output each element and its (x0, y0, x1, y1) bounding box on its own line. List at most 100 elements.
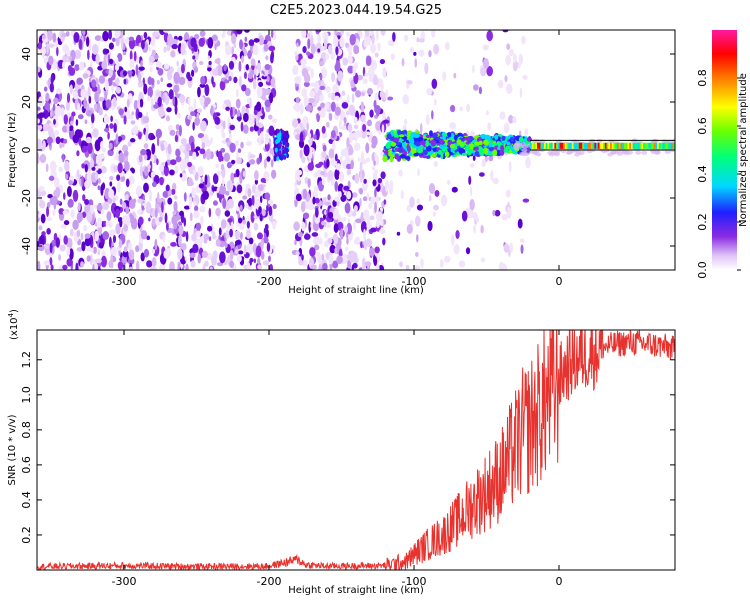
heatmap-cell (444, 41, 450, 51)
x-tick-label: -200 (257, 575, 282, 588)
heatmap-cell (324, 201, 332, 206)
heatmap-cell (373, 160, 376, 166)
heatmap-cell (469, 198, 475, 211)
heatmap-cell (231, 33, 237, 45)
heatmap-cell (374, 169, 378, 174)
heatmap-cell (278, 142, 282, 148)
heatmap-cell (122, 144, 129, 153)
heatmap-cell (229, 106, 233, 118)
heatmap-cell (71, 111, 76, 117)
heatmap-cell (550, 142, 555, 149)
heatmap-cell (112, 197, 116, 203)
heatmap-cell (354, 172, 360, 184)
heatmap-cell (570, 142, 574, 149)
heatmap-cell (344, 202, 351, 214)
heatmap-cell (520, 244, 524, 254)
heatmap-cell (604, 142, 609, 149)
heatmap-cell (87, 86, 91, 99)
heatmap-cell (419, 122, 423, 135)
heatmap-cell (386, 133, 392, 139)
heatmap-cell (97, 266, 101, 270)
heatmap-cell (375, 107, 380, 117)
heatmap-cell (313, 92, 320, 104)
heatmap-cell (398, 169, 403, 177)
heatmap-cell (76, 169, 80, 178)
heatmap-cell (334, 30, 337, 36)
heatmap-cell (115, 223, 121, 235)
heatmap-cell (82, 73, 89, 79)
heatmap-cell (317, 48, 321, 53)
heatmap-cell (97, 185, 101, 191)
heatmap-cell (250, 211, 255, 223)
heatmap-cell (369, 109, 374, 118)
heatmap-cell (501, 135, 506, 141)
heatmap-cell (427, 220, 433, 232)
heatmap-cell (582, 142, 586, 149)
heatmap-cell (98, 96, 105, 102)
heatmap-cell (485, 110, 489, 116)
heatmap-cell (69, 84, 73, 94)
heatmap-cell (76, 77, 84, 85)
heatmap-cell (516, 142, 523, 147)
heatmap-cell (280, 155, 284, 161)
heatmap-cell (199, 83, 206, 88)
heatmap-cell (611, 142, 615, 149)
heatmap-cell (108, 188, 115, 199)
heatmap-cell (646, 142, 650, 149)
heatmap-cell (37, 244, 45, 252)
heatmap-cell (70, 210, 75, 218)
heatmap-cell (193, 43, 198, 53)
heatmap-cell (207, 37, 214, 49)
heatmap-cell (101, 147, 106, 153)
heatmap-cell (102, 231, 110, 240)
heatmap-cell (536, 142, 541, 149)
heatmap-cell (330, 101, 336, 112)
heatmap-cell (244, 87, 251, 97)
heatmap-cell (46, 227, 51, 235)
heatmap-cell (329, 262, 333, 270)
heatmap-cell (214, 116, 221, 125)
heatmap-cell (650, 142, 654, 149)
heatmap-cell (599, 142, 603, 149)
heatmap-cell (212, 230, 216, 240)
heatmap-cell (641, 150, 648, 155)
heatmap-cell (389, 41, 395, 47)
heatmap-cell (194, 205, 199, 212)
heatmap-cell (122, 70, 128, 77)
heatmap-cell (135, 245, 140, 253)
heatmap-cell (488, 141, 493, 149)
heatmap-cell (175, 148, 181, 158)
heatmap-cell (118, 108, 124, 116)
heatmap-cell (183, 217, 187, 227)
heatmap-cell (78, 38, 83, 50)
heatmap-cell (459, 106, 463, 112)
heatmap-cell (545, 142, 549, 149)
heatmap-cell (180, 63, 185, 74)
heatmap-cell (123, 78, 127, 85)
heatmap-cell (243, 30, 250, 33)
heatmap-cell (295, 193, 302, 202)
heatmap-cell (58, 253, 62, 261)
heatmap-cell (121, 201, 127, 210)
y-tick-label: -40 (20, 237, 33, 255)
heatmap-cell (494, 209, 501, 217)
heatmap-cell (171, 38, 178, 45)
heatmap-cell (301, 221, 306, 232)
heatmap-cell (247, 72, 253, 79)
heatmap-cell (128, 36, 135, 41)
heatmap-cell (583, 142, 588, 149)
heatmap-cell (165, 222, 169, 231)
heatmap-cell (58, 166, 64, 173)
heatmap-cell (414, 141, 422, 147)
heatmap-cell (219, 184, 226, 195)
heatmap-cell (497, 79, 504, 89)
heatmap-cell (199, 205, 206, 213)
heatmap-cell (220, 163, 225, 171)
heatmap-cell (271, 169, 277, 179)
heatmap-cell (396, 129, 402, 135)
heatmap-cell (212, 200, 218, 206)
heatmap-cell (192, 169, 197, 176)
heatmap-cell (480, 133, 487, 139)
heatmap-cell (270, 159, 274, 168)
heatmap-cell (264, 142, 270, 152)
